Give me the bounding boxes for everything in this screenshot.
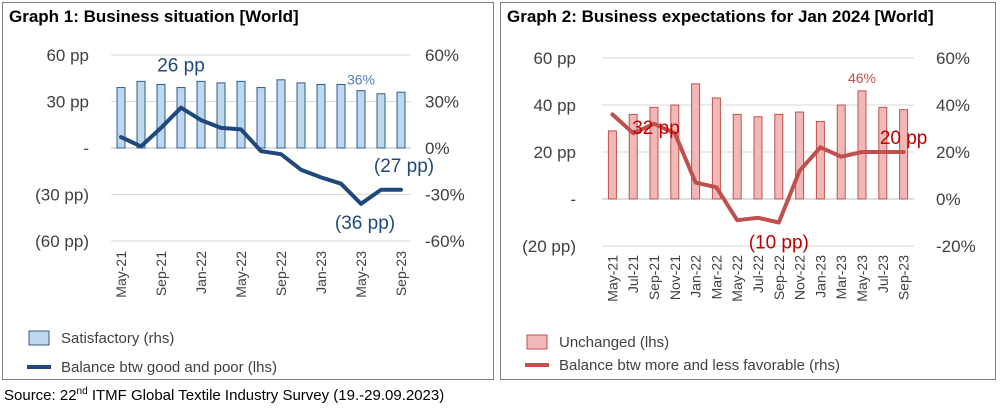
bar <box>256 87 266 149</box>
bar <box>670 104 680 200</box>
bar <box>176 87 186 149</box>
bar <box>857 90 867 200</box>
right-axis-tick-label: 30% <box>425 93 459 112</box>
x-axis-tick-label: May-22 <box>729 255 745 302</box>
left-axis-tick-label: 60 pp <box>46 46 89 65</box>
source-suffix: ITMF Global Textile Industry Survey (19.… <box>87 387 445 404</box>
x-axis-tick-label: May-23 <box>353 251 369 298</box>
x-axis-tick-label: Jul-23 <box>875 255 891 293</box>
source-superscript: nd <box>76 386 88 397</box>
x-axis-tick-label: Sep-23 <box>896 255 912 300</box>
data-annotation: (10 pp) <box>749 233 809 254</box>
graph-1-panel: Graph 1: Business situation [World] 60 p… <box>2 2 494 380</box>
bar <box>356 90 366 149</box>
right-axis-tick-label: 60% <box>425 46 459 65</box>
graph-1-title: Graph 1: Business situation [World] <box>9 7 299 26</box>
source-note: Source: 22nd ITMF Global Textile Industr… <box>4 386 444 404</box>
x-axis-tick-label: Jul-21 <box>625 255 641 293</box>
graph-2-title: Graph 2: Business expectations for Jan 2… <box>507 7 934 26</box>
left-axis-tick-label: - <box>570 190 576 209</box>
bar <box>795 111 805 200</box>
x-axis-tick-label: Jan-23 <box>313 251 329 294</box>
x-axis-tick-label: Nov-21 <box>667 255 683 300</box>
bar <box>607 130 617 200</box>
graph-2-panel: Graph 2: Business expectations for Jan 2… <box>500 2 996 380</box>
data-annotation: 26 pp <box>157 56 205 77</box>
left-axis-tick-label: - <box>83 139 89 158</box>
left-axis-tick-label: (60 pp) <box>35 232 89 251</box>
data-annotation: 32 pp <box>632 118 680 139</box>
right-axis-tick-label: 20% <box>936 143 970 162</box>
x-axis-tick-label: May-23 <box>854 255 870 302</box>
x-axis-tick-label: May-22 <box>233 251 249 298</box>
data-annotation: (27 pp) <box>374 156 434 177</box>
x-axis-tick-label: Nov-22 <box>792 255 808 300</box>
bar <box>711 97 721 200</box>
left-axis-tick-label: (20 pp) <box>522 237 576 256</box>
bar <box>296 82 306 149</box>
x-axis-tick-label: Sep-22 <box>771 255 787 300</box>
series-line <box>119 105 403 206</box>
x-axis-tick-label: Sep-22 <box>273 251 289 296</box>
data-annotation: (36 pp) <box>335 213 395 234</box>
x-axis-tick-label: Sep-21 <box>646 255 662 300</box>
bar <box>196 80 206 149</box>
bar <box>116 87 126 149</box>
x-axis-tick-label: Jan-22 <box>193 251 209 294</box>
right-axis-tick-label: 0% <box>936 190 961 209</box>
bar <box>753 116 763 200</box>
right-axis-tick-label: -20% <box>936 237 976 256</box>
x-axis-tick-label: Jan-23 <box>812 255 828 298</box>
right-axis-tick-label: -30% <box>425 186 465 205</box>
bar <box>216 82 226 149</box>
legend-bar-swatch <box>28 330 50 346</box>
data-annotation: 36% <box>347 72 375 88</box>
right-axis-tick-label: -60% <box>425 232 465 251</box>
data-annotation: 20 pp <box>880 128 928 149</box>
right-axis-tick-label: 40% <box>936 96 970 115</box>
x-axis-tick-label: May-21 <box>604 255 620 302</box>
bar <box>276 79 286 149</box>
bar <box>156 83 166 149</box>
left-axis-tick-label: 20 pp <box>533 143 576 162</box>
data-annotation: 46% <box>848 70 876 86</box>
bar <box>836 104 846 200</box>
bar <box>628 113 638 200</box>
bar <box>376 93 386 149</box>
right-axis-tick-label: 60% <box>936 49 970 68</box>
bar <box>774 113 784 200</box>
x-axis-tick-label: Mar-22 <box>708 255 724 300</box>
bar <box>732 113 742 200</box>
legend-label: Balance btw more and less favorable (rhs… <box>559 357 840 374</box>
x-axis-tick-label: Sep-23 <box>393 251 409 296</box>
legend-label: Balance btw good and poor (lhs) <box>61 359 277 376</box>
legend-label: Unchanged (lhs) <box>559 334 669 351</box>
bar <box>691 83 701 200</box>
series-line <box>610 112 906 225</box>
left-axis-tick-label: 40 pp <box>533 96 576 115</box>
x-axis-tick-label: May-21 <box>113 251 129 298</box>
x-axis-tick-label: Sep-21 <box>153 251 169 296</box>
source-prefix: Source: 22 <box>4 387 77 404</box>
graph-2-chart: 60 pp 40 pp 20 pp - (20 pp) 60% 40% 20% 0% -20% Ma… <box>522 49 976 374</box>
bar <box>649 106 659 200</box>
right-axis-tick-label: 0% <box>425 139 450 158</box>
bar <box>136 80 146 149</box>
legend-label: Satisfactory (rhs) <box>61 330 174 347</box>
bar <box>336 83 346 149</box>
bar <box>396 91 406 149</box>
x-axis-tick-label: Jan-22 <box>688 255 704 298</box>
left-axis-tick-label: (30 pp) <box>35 186 89 205</box>
bar <box>815 120 825 200</box>
bar <box>316 83 326 149</box>
graph-1-chart: 60 pp 30 pp - (30 pp) (60 pp) 60% 30% 0% -30% -60… <box>27 46 465 376</box>
x-axis-tick-label: Mar-23 <box>833 255 849 300</box>
x-axis-tick-label: Jul-22 <box>750 255 766 293</box>
left-axis-tick-label: 60 pp <box>533 49 576 68</box>
left-axis-tick-label: 30 pp <box>46 93 89 112</box>
bar <box>899 109 909 200</box>
bar <box>236 80 246 149</box>
legend-bar-swatch <box>526 334 548 350</box>
